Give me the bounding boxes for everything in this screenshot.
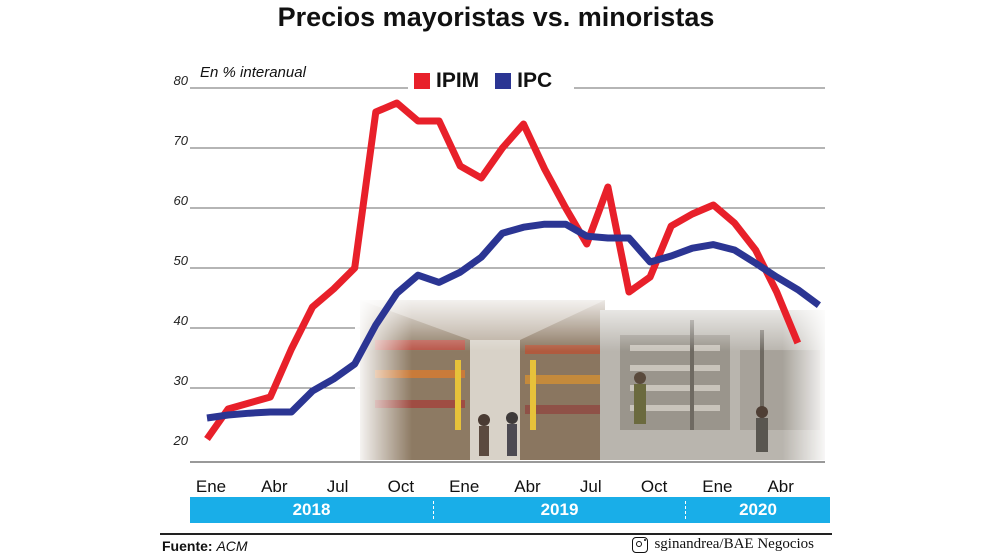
- source-note: Fuente: ACM: [162, 538, 248, 554]
- series-line-ipc: [206, 220, 821, 422]
- credit-note: sginandrea/BAE Negocios: [632, 536, 814, 553]
- instagram-icon: [632, 536, 649, 553]
- x-tick-label: Ene: [702, 477, 732, 496]
- y-tick-label: 50: [174, 253, 189, 268]
- legend-item-ipim: IPIM: [414, 69, 479, 93]
- year-label-2020: 2020: [739, 500, 777, 519]
- legend-swatch-ipc: [495, 73, 512, 89]
- x-tick-label: Abr: [514, 477, 541, 496]
- year-label-2018: 2018: [292, 500, 331, 519]
- chart-title: Precios mayoristas vs. minoristas: [277, 2, 715, 32]
- series-line-ipim: [204, 99, 802, 442]
- legend: IPIM IPC: [408, 64, 574, 98]
- x-tick-label: Abr: [261, 477, 288, 496]
- x-tick-label: Oct: [641, 477, 668, 496]
- x-axis-ticks: Ene Abr Jul Oct Ene Abr Jul Oct Ene Abr: [196, 477, 794, 496]
- x-tick-label: Abr: [767, 477, 794, 496]
- legend-label-ipim: IPIM: [436, 69, 480, 92]
- legend-label-ipc: IPC: [517, 69, 553, 92]
- x-tick-label: Ene: [449, 477, 479, 496]
- year-separator: [685, 501, 686, 519]
- year-separator: [433, 501, 434, 519]
- y-tick-label: 60: [174, 193, 189, 208]
- x-tick-label: Jul: [580, 477, 602, 496]
- legend-swatch-ipim: [414, 73, 430, 89]
- source-value: ACM: [216, 538, 248, 554]
- source-label: Fuente:: [162, 538, 213, 554]
- y-tick-label: 70: [174, 133, 189, 148]
- legend-item-ipc: IPC: [495, 69, 552, 93]
- x-tick-label: Ene: [196, 477, 226, 496]
- year-bar: 2018 2019 2020: [190, 497, 830, 523]
- y-tick-label: 30: [174, 373, 189, 388]
- x-tick-label: Oct: [388, 477, 415, 496]
- y-tick-label: 40: [174, 313, 189, 328]
- unit-label: En % interanual: [200, 64, 306, 81]
- year-label-2019: 2019: [540, 500, 579, 519]
- credit-text: sginandrea/BAE Negocios: [654, 536, 814, 552]
- y-tick-label: 20: [173, 433, 189, 448]
- series-lines: [204, 99, 821, 442]
- x-tick-label: Jul: [327, 477, 349, 496]
- background-photo: [355, 290, 830, 465]
- footer-rule: [160, 533, 832, 535]
- y-axis-ticks: 20 30 40 50 60 70 80: [173, 73, 189, 448]
- y-tick-label: 80: [174, 73, 189, 88]
